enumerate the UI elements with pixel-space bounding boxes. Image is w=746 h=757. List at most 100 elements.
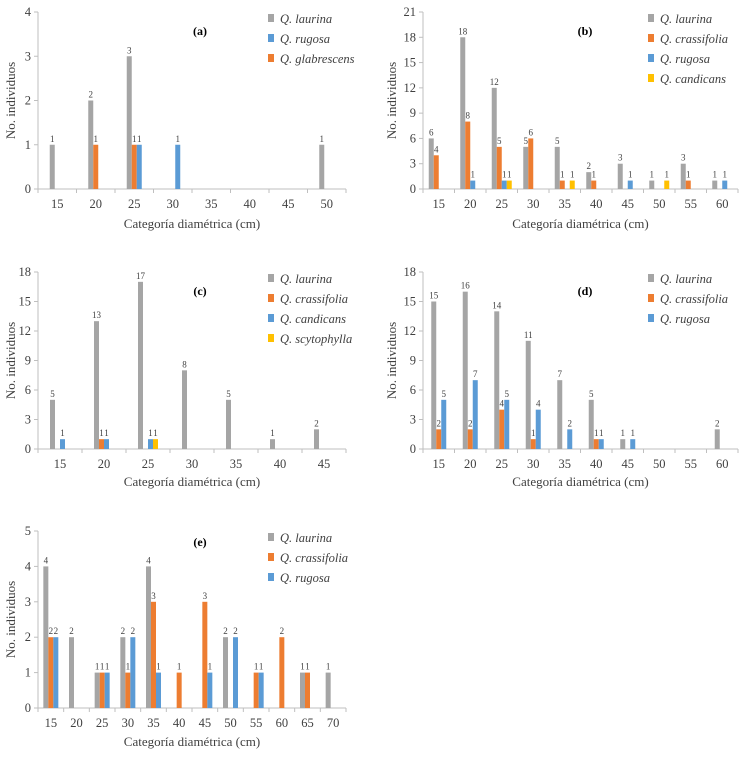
bar <box>253 672 259 708</box>
bar <box>270 439 275 449</box>
legend-swatch <box>648 294 654 302</box>
panel-label: (d) <box>578 284 593 298</box>
bar <box>50 399 55 449</box>
legend-swatch <box>268 294 274 302</box>
data-label: 5 <box>505 389 510 399</box>
legend-entry: Q. rugosa <box>660 312 710 326</box>
x-tick-label: 15 <box>433 457 446 471</box>
panel-label: (e) <box>193 535 206 549</box>
data-label: 2 <box>587 161 592 171</box>
data-label: 6 <box>529 127 534 137</box>
bar <box>153 439 158 449</box>
y-tick-label: 6 <box>410 383 416 397</box>
bar <box>138 281 143 449</box>
x-tick-label: 55 <box>685 457 698 471</box>
bar <box>300 672 305 708</box>
data-label: 17 <box>136 271 146 281</box>
data-label: 1 <box>326 662 331 672</box>
x-tick-label: 60 <box>716 197 729 211</box>
data-label: 1 <box>50 134 55 144</box>
y-tick-label: 3 <box>410 157 416 171</box>
bar <box>467 429 473 449</box>
bar <box>627 180 633 189</box>
data-label: 1 <box>723 170 728 180</box>
data-label: 1 <box>320 134 325 144</box>
bar <box>664 180 670 189</box>
x-tick-label: 40 <box>590 457 603 471</box>
data-label: 1 <box>132 134 137 144</box>
legend-entry: Q. laurina <box>660 272 712 286</box>
legend-swatch <box>268 553 274 561</box>
data-label: 2 <box>468 418 473 428</box>
data-label: 1 <box>95 662 100 672</box>
data-label: 3 <box>127 45 132 55</box>
data-label: 2 <box>121 626 126 636</box>
data-label: 3 <box>203 591 208 601</box>
legend-entry: Q. candicans <box>280 312 346 326</box>
bar <box>530 439 536 449</box>
bar <box>99 439 104 449</box>
y-tick-label: 9 <box>25 354 31 368</box>
legend-swatch <box>648 34 654 42</box>
bar <box>226 399 231 449</box>
y-tick-label: 0 <box>410 182 416 196</box>
data-label: 2 <box>89 90 94 100</box>
bar <box>593 439 599 449</box>
data-label: 7 <box>473 369 478 379</box>
x-tick-label: 20 <box>98 457 111 471</box>
data-label: 16 <box>461 281 471 291</box>
data-label: 8 <box>182 359 187 369</box>
legend-swatch <box>648 54 654 62</box>
legend-entry: Q. crassifolia <box>660 32 728 46</box>
y-tick-label: 12 <box>404 81 417 95</box>
x-tick-label: 45 <box>318 457 331 471</box>
data-label: 1 <box>665 170 670 180</box>
bar <box>207 672 213 708</box>
bar <box>125 672 131 708</box>
data-label: 1 <box>259 662 264 672</box>
legend-swatch <box>648 314 654 322</box>
data-label: 5 <box>589 389 594 399</box>
legend-entry: Q. glabrescens <box>280 52 355 66</box>
data-label: 1 <box>94 134 99 144</box>
legend-entry: Q. crassifolia <box>280 551 348 565</box>
data-label: 1 <box>105 662 110 672</box>
data-label: 1 <box>104 428 109 438</box>
x-tick-label: 25 <box>496 457 509 471</box>
data-label: 5 <box>555 136 560 146</box>
y-tick-label: 6 <box>25 383 31 397</box>
bar <box>504 399 510 449</box>
data-label: 1 <box>686 170 691 180</box>
x-tick-label: 50 <box>653 457 666 471</box>
legend-entry: Q. crassifolia <box>660 292 728 306</box>
data-label: 6 <box>429 127 434 137</box>
x-tick-label: 35 <box>147 716 160 730</box>
data-label: 5 <box>226 389 231 399</box>
y-tick-label: 0 <box>25 442 31 456</box>
data-label: 1 <box>254 662 259 672</box>
x-axis-label: Categoría diamétrica (cm) <box>512 216 648 231</box>
x-tick-label: 35 <box>559 457 572 471</box>
bar <box>506 180 512 189</box>
legend-entry: Q. crassifolia <box>280 292 348 306</box>
bar <box>43 566 49 708</box>
x-tick-label: 25 <box>128 197 141 211</box>
x-axis-label: Categoría diamétrica (cm) <box>124 734 260 749</box>
x-tick-label: 55 <box>685 197 698 211</box>
x-tick-label: 25 <box>142 457 155 471</box>
bar <box>233 637 238 708</box>
x-tick-label: 20 <box>464 197 477 211</box>
bar <box>130 637 136 708</box>
x-tick-label: 30 <box>527 457 540 471</box>
legend-swatch <box>648 74 654 82</box>
data-label: 5 <box>497 136 502 146</box>
data-label: 11 <box>524 330 533 340</box>
bar <box>680 163 686 189</box>
data-label: 15 <box>429 291 439 301</box>
legend-entry: Q. laurina <box>280 12 332 26</box>
y-tick-label: 15 <box>19 295 32 309</box>
bar <box>462 291 468 449</box>
bar <box>325 672 331 708</box>
